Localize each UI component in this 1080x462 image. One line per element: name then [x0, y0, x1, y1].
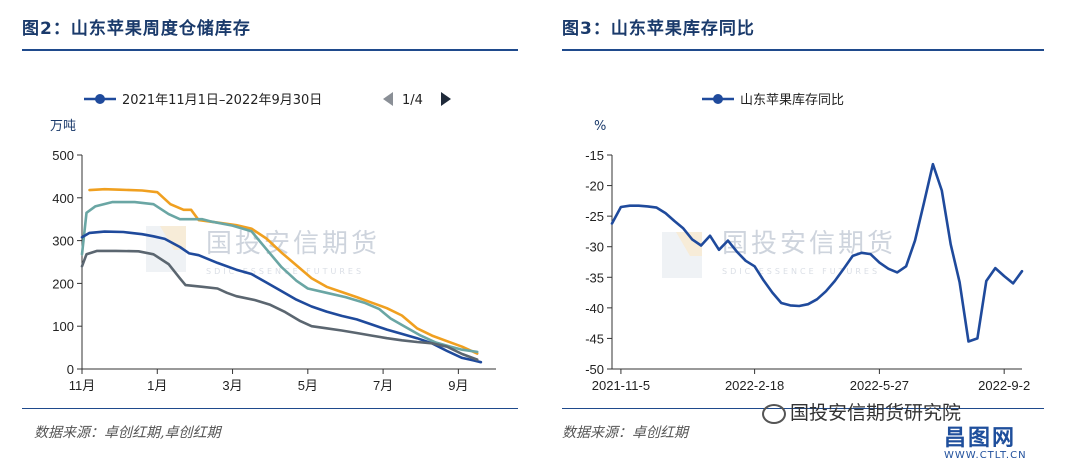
x-tick-label: 2022-2-18	[725, 378, 784, 393]
y-tick-label: -15	[585, 148, 604, 163]
y-tick-label: -20	[585, 179, 604, 194]
left-watermark-text: 国投安信期货	[206, 229, 380, 259]
legend-page-indicator: 1/4	[402, 93, 423, 108]
wechat-icon	[762, 403, 786, 424]
left-legend-text: 2021年11月1日–2022年9月30日	[122, 93, 322, 108]
series-line-2	[80, 200, 479, 354]
y-tick-label: -35	[585, 270, 604, 285]
left-series-group	[80, 187, 483, 364]
y-tick-label: 100	[52, 319, 74, 334]
y-tick-label: -40	[585, 301, 604, 316]
y-tick-label: 300	[52, 234, 74, 249]
left-y-unit: 万吨	[50, 119, 76, 134]
left-source-rule	[22, 408, 518, 409]
right-title-rule	[562, 49, 1044, 51]
x-tick-label: 2022-9-2	[978, 378, 1030, 393]
right-watermark-sub: SDIC ESSENCE FUTURES	[722, 267, 880, 276]
right-x-axis: 2021-11-5 2022-2-18 2022-5-27 2022-9-2	[592, 368, 1030, 393]
left-legend[interactable]: 2021年11月1日–2022年9月30日 1/4	[84, 92, 451, 108]
series-line-4	[80, 249, 479, 361]
legend-next-arrow-icon[interactable]	[441, 92, 451, 106]
right-y-unit: %	[594, 119, 606, 134]
y-tick-label: 400	[52, 191, 74, 206]
right-legend-marker-icon	[713, 94, 723, 104]
series-line-1	[610, 162, 1024, 343]
site-logo: 昌图网 WWW.CTLT.CN	[944, 420, 1027, 461]
left-chart-title: 图2：山东苹果周度仓储库存	[22, 19, 251, 39]
left-watermark-sub: SDIC ESSENCE FUTURES	[206, 267, 364, 276]
x-tick-label: 1月	[147, 378, 167, 393]
y-tick-label: 500	[52, 148, 74, 163]
left-x-axis: 11月 1月 3月 5月 7月 9月	[69, 368, 496, 393]
right-source-text: 数据来源：卓创红期	[562, 425, 688, 441]
y-tick-label: -25	[585, 209, 604, 224]
right-series-group	[610, 162, 1024, 343]
x-tick-label: 5月	[298, 378, 318, 393]
watermark-logo-accent-icon	[676, 232, 702, 256]
site-logo-main: 昌图网	[944, 426, 1017, 451]
right-chart-title: 图3：山东苹果库存同比	[562, 19, 755, 39]
wechat-watermark-text: 国投安信期货研究院	[790, 402, 962, 424]
right-legend-text: 山东苹果库存同比	[740, 92, 844, 108]
x-tick-label: 9月	[448, 378, 468, 393]
x-tick-label: 11月	[69, 378, 96, 393]
y-tick-label: 0	[67, 362, 74, 377]
right-legend: 山东苹果库存同比	[702, 92, 844, 108]
right-y-axis: -50 -45 -40 -35 -30 -25 -20 -15	[585, 148, 613, 377]
wechat-watermark: 国投安信期货研究院	[762, 398, 961, 425]
right-chart: % 山东苹果库存同比 国投安信期货 SDIC ESSENCE FUTURES -…	[585, 92, 1030, 393]
left-title-rule	[22, 49, 518, 51]
left-watermark: 国投安信期货 SDIC ESSENCE FUTURES	[146, 226, 380, 276]
x-tick-label: 3月	[222, 378, 242, 393]
left-legend-marker-icon	[95, 94, 105, 104]
series-line-3	[80, 230, 483, 364]
x-tick-label: 7月	[373, 378, 393, 393]
right-watermark: 国投安信期货 SDIC ESSENCE FUTURES	[662, 229, 893, 278]
y-tick-label: -45	[585, 331, 604, 346]
series-line-1	[88, 187, 479, 355]
y-tick-label: -50	[585, 362, 604, 377]
left-y-axis: 0 100 200 300 400 500	[52, 148, 83, 377]
left-source-text: 数据来源：卓创红期,卓创红期	[34, 425, 221, 441]
x-tick-label: 2021-11-5	[592, 378, 650, 393]
left-chart: 万吨 2021年11月1日–2022年9月30日 1/4 国投安信期货 SDIC…	[50, 92, 496, 393]
legend-prev-arrow-icon[interactable]	[383, 92, 393, 106]
y-tick-label: -30	[585, 240, 604, 255]
site-logo-url: WWW.CTLT.CN	[944, 450, 1027, 461]
x-tick-label: 2022-5-27	[850, 378, 909, 393]
y-tick-label: 200	[52, 276, 74, 291]
right-source-rule	[562, 408, 1044, 409]
watermark-logo-accent-icon	[160, 226, 186, 250]
